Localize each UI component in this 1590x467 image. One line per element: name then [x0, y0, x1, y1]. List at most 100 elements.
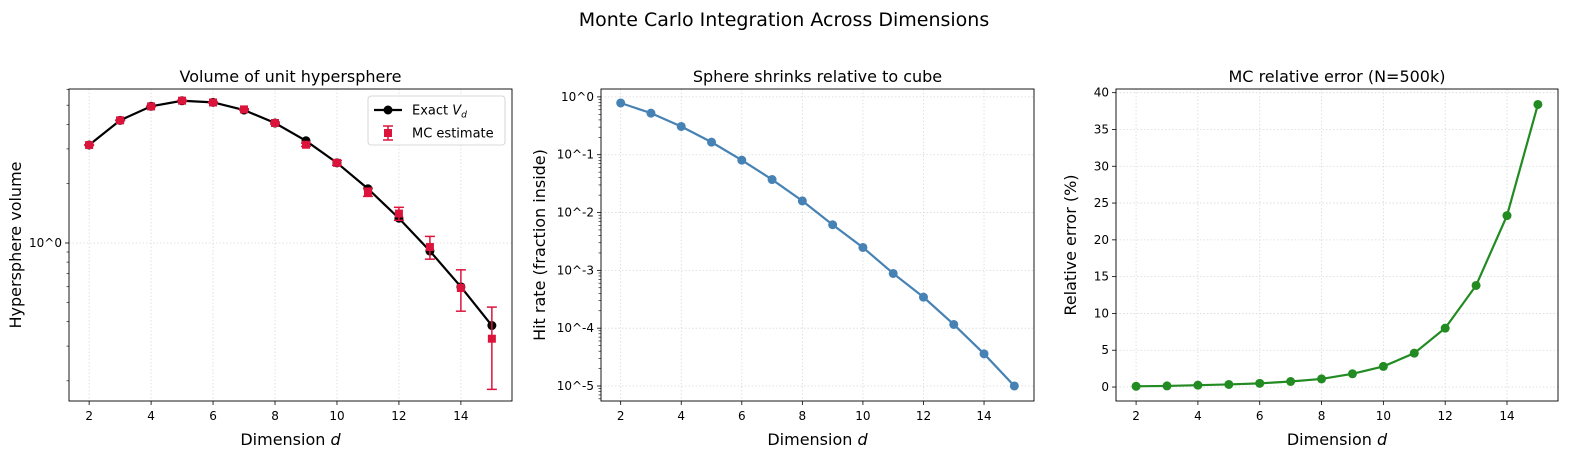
y-tick-label: 10^-3	[557, 263, 594, 277]
y-tick-label: 30	[1094, 159, 1109, 173]
x-tick-label: 10	[329, 409, 344, 423]
data-point	[949, 319, 959, 329]
data-point	[1471, 280, 1481, 290]
data-point	[1533, 99, 1543, 109]
legend-label: MC estimate	[412, 127, 494, 142]
data-point	[240, 105, 249, 114]
axes-frame	[68, 88, 513, 402]
data-point	[209, 98, 218, 107]
x-tick-label: 2	[1132, 409, 1140, 423]
x-tick-label: 2	[617, 409, 625, 423]
y-tick-label: 10^-4	[557, 321, 594, 335]
y-tick-label: 10^-2	[557, 206, 594, 220]
chart-volume: 2 4 6 8 10 12 14 10^0 Volume of unit hypersphere…	[6, 67, 513, 449]
text-part: Dimension	[1287, 430, 1377, 449]
data-point	[1317, 374, 1327, 384]
data-point	[147, 102, 156, 111]
data-point	[1224, 379, 1234, 389]
chart-title: Sphere shrinks relative to cube	[693, 67, 942, 86]
data-point	[332, 158, 341, 167]
y-tick-label: 15	[1094, 270, 1109, 284]
x-axis-label: Dimension d	[240, 430, 341, 449]
y-tick-label: 10^0	[561, 90, 594, 104]
data-point	[1378, 361, 1388, 371]
x-axis-label: Dimension d	[767, 430, 868, 449]
x-axis-label: Dimension d	[1287, 430, 1388, 449]
text-subscript: d	[461, 111, 467, 121]
y-tick-label: 35	[1094, 122, 1109, 136]
data-point	[487, 334, 496, 343]
data-point	[271, 119, 280, 128]
y-tick-label: 10^0	[29, 236, 62, 250]
series-line	[1136, 104, 1539, 388]
data-point	[616, 98, 626, 108]
x-tick-label: 6	[1256, 409, 1264, 423]
data-point	[1009, 381, 1019, 391]
y-tick-label: 40	[1094, 86, 1109, 100]
data-point	[425, 243, 434, 252]
data-point	[85, 141, 94, 150]
data-point	[178, 96, 187, 105]
y-tick-label: 10^-1	[557, 148, 594, 162]
legend-label: Exact Vd	[412, 104, 467, 121]
y-axis-label: Hit rate (fraction inside)	[530, 149, 549, 341]
x-tick-label: 6	[209, 409, 217, 423]
x-tick-label: 8	[1318, 409, 1326, 423]
text-var: d	[857, 430, 868, 449]
data-point	[888, 268, 898, 278]
legend-marker	[383, 105, 393, 115]
y-axis-label: Relative error (%)	[1061, 174, 1080, 315]
x-tick-label: 12	[916, 409, 931, 423]
x-tick-label: 4	[1194, 409, 1202, 423]
series-hit-rate	[616, 98, 1019, 391]
x-tick-label: 14	[453, 409, 468, 423]
data-point	[1440, 323, 1450, 333]
x-tick-label: 4	[677, 409, 685, 423]
y-tick-label: 0	[1101, 380, 1109, 394]
x-tick-label: 14	[976, 409, 991, 423]
x-tick-label: 6	[738, 409, 746, 423]
data-point	[737, 155, 747, 165]
series-line	[620, 101, 1016, 387]
text-var: d	[1377, 430, 1388, 449]
data-point	[1502, 211, 1512, 221]
data-point	[301, 140, 310, 149]
data-point	[1162, 381, 1172, 391]
text-var: d	[330, 430, 341, 449]
axes-frame	[600, 88, 1035, 402]
legend: Exact Vd MC estimate	[367, 95, 506, 146]
x-tick-label: 14	[1499, 409, 1514, 423]
data-point	[1347, 369, 1357, 379]
data-point	[456, 284, 465, 293]
data-point	[918, 292, 928, 302]
x-tick-label: 8	[271, 409, 279, 423]
data-point	[828, 220, 838, 230]
data-point	[1193, 380, 1203, 390]
data-point	[1255, 378, 1265, 388]
data-point	[767, 175, 777, 185]
y-tick-label: 10	[1094, 306, 1109, 320]
chart-title: MC relative error (N=500k)	[1229, 67, 1446, 86]
data-point	[363, 188, 372, 197]
data-point	[707, 137, 717, 147]
data-point	[858, 242, 868, 252]
data-point	[979, 349, 989, 359]
data-point	[676, 121, 686, 131]
legend-marker	[384, 129, 392, 137]
x-tick-label: 4	[147, 409, 155, 423]
data-point	[646, 108, 656, 118]
text-var: V	[452, 104, 462, 119]
x-tick-label: 10	[855, 409, 870, 423]
data-point	[1409, 348, 1419, 358]
legend-frame	[367, 95, 506, 146]
series-line	[88, 99, 493, 327]
data-point	[1286, 377, 1296, 386]
y-tick-label: 5	[1101, 343, 1109, 357]
text-part: Dimension	[767, 430, 857, 449]
x-tick-label: 2	[85, 409, 93, 423]
chart-hit-rate: 2 4 6 8 10 12 14 10^-5 10^-4 10^-3 10^-2 10^-1 10^0 S…	[530, 67, 1035, 449]
figure-title: Monte Carlo Integration Across Dimension…	[579, 9, 990, 31]
chart-title: Volume of unit hypersphere	[180, 67, 402, 86]
data-point	[116, 116, 125, 125]
